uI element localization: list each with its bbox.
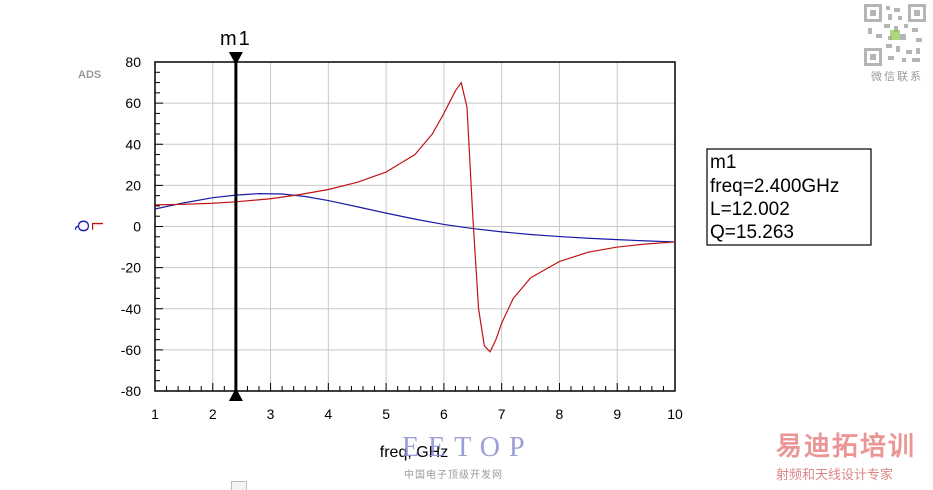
y-tick-label-3: 20 — [125, 177, 141, 193]
y-legend: Q L — [74, 220, 105, 232]
x-axis-label: freq, GHz — [380, 444, 448, 461]
x-tick-label-6: 7 — [498, 406, 506, 422]
plot-frame — [154, 61, 676, 392]
grid — [154, 61, 676, 392]
readout-q: Q=15.263 — [710, 222, 794, 243]
y-tick-label-4: 0 — [133, 219, 141, 235]
qr-caption: 微信联系 — [871, 70, 923, 83]
y-tick-label-1: 60 — [125, 95, 141, 111]
x-tick-label-0: 1 — [151, 406, 159, 422]
minor-ticks — [154, 61, 676, 392]
readout-freq: freq=2.400GHz — [710, 176, 839, 197]
y-tick-label-5: -20 — [121, 260, 141, 276]
scroll-tab[interactable] — [231, 481, 247, 490]
y-tick-label-8: -80 — [121, 383, 141, 399]
app-label: ADS — [78, 69, 101, 81]
y-tick-label-6: -40 — [121, 301, 141, 317]
x-tick-label-4: 5 — [382, 406, 390, 422]
eetop-watermark: EETOP — [402, 432, 534, 463]
marker-bottom-triangle[interactable] — [228, 388, 243, 401]
y-tick-labels: 80 60 40 20 0 -20 -40 -60 -80 — [121, 54, 141, 399]
qr-code-watermark — [864, 4, 926, 66]
y-tick-label-7: -60 — [121, 342, 141, 358]
marker-label: m1 — [220, 28, 252, 50]
x-tick-labels: 1 2 3 4 5 6 7 8 9 10 — [151, 406, 683, 422]
x-tick-label-8: 9 — [613, 406, 621, 422]
marker-readout-box[interactable]: m1 freq=2.400GHz L=12.002 Q=15.263 — [706, 148, 872, 246]
marker-m1[interactable]: m1 — [220, 28, 252, 401]
brand-watermark: 易迪拓培训 — [776, 432, 917, 462]
series-lines — [154, 81, 676, 353]
x-tick-label-5: 6 — [440, 406, 448, 422]
marker-top-triangle[interactable] — [228, 52, 243, 65]
x-tick-label-9: 10 — [667, 406, 683, 422]
x-tick-label-1: 2 — [209, 406, 217, 422]
x-tick-label-2: 3 — [267, 406, 275, 422]
legend-label-q: Q — [74, 220, 91, 232]
x-tick-label-7: 8 — [556, 406, 564, 422]
series-line-q — [154, 193, 676, 243]
readout-name: m1 — [710, 152, 736, 173]
readout-l: L=12.002 — [710, 199, 790, 220]
y-tick-label-0: 80 — [125, 54, 141, 70]
y-tick-label-2: 40 — [125, 136, 141, 152]
series-line-l — [154, 81, 676, 353]
brand-watermark-subtitle: 射频和天线设计专家 — [776, 468, 894, 483]
x-tick-label-3: 4 — [324, 406, 332, 422]
legend-label-l: L — [88, 222, 105, 231]
eetop-watermark-subtitle: 中国电子顶级开发网 — [404, 470, 503, 481]
